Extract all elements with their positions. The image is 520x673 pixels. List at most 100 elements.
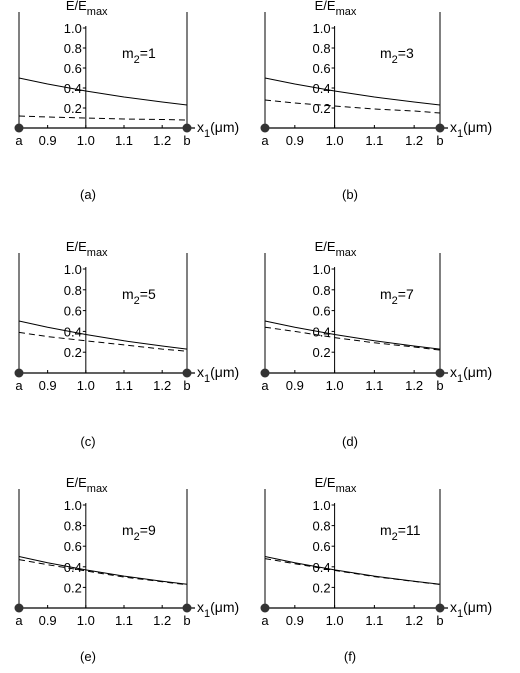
x-axis-title-sub: 1: [457, 373, 463, 385]
panel-label: (d): [342, 434, 358, 449]
x-axis-title: x1(μm): [197, 599, 239, 620]
y-tick-label: 0.6: [313, 61, 331, 76]
panel-b: a b0.9 1.0 1.1 1.20.20.40.60.81.0E/Emaxx1(μm…: [260, 0, 492, 202]
y-tick-label: 0.8: [64, 41, 82, 56]
y-tick-label: 0.6: [64, 304, 82, 319]
endpoint-b-label: b: [436, 378, 443, 393]
mode-annotation: m2=3: [380, 45, 414, 66]
x-tick-label: 1.2: [153, 378, 171, 393]
x-tick-label: 1.0: [77, 613, 95, 628]
y-tick-label: 0.8: [313, 519, 331, 534]
x-axis-title-sub: 1: [204, 373, 210, 385]
mode-annotation-base: m: [122, 522, 134, 538]
x-axis-title-base: x: [197, 599, 204, 615]
mode-annotation-sub: 2: [134, 531, 140, 543]
x-axis-title-sub: 1: [457, 608, 463, 620]
y-axis-title-base: E/E: [315, 0, 336, 13]
y-tick-label: 0.2: [313, 345, 331, 360]
panel-label: (c): [80, 434, 95, 449]
y-tick-label: 1.0: [313, 21, 331, 36]
y-tick-label: 0.2: [64, 345, 82, 360]
solid-field-curve: [18, 77, 188, 106]
dashed-field-curve: [264, 99, 441, 114]
y-axis-title-sub: max: [87, 247, 108, 259]
y-axis-title-sub: max: [87, 6, 108, 18]
x-tick-label: 0.9: [39, 133, 57, 148]
endpoint-a-label: a: [261, 133, 269, 148]
dashed-field-curve: [18, 559, 188, 586]
panel-c: a b0.9 1.0 1.1 1.20.20.40.60.81.0E/Emaxx1(μm…: [14, 239, 239, 449]
y-axis-title-base: E/E: [66, 475, 87, 490]
y-tick-label: 1.0: [64, 21, 82, 36]
x-axis-title-base: x: [197, 119, 204, 135]
y-axis-title: E/Emax: [66, 239, 108, 259]
endpoint-b-dot: [435, 123, 445, 133]
x-tick-label: 0.9: [286, 133, 304, 148]
x-tick-label: 1.1: [365, 613, 383, 628]
endpoint-b-label: b: [183, 133, 190, 148]
x-axis-title-rest: (μm): [210, 599, 239, 615]
x-axis-title-rest: (μm): [463, 599, 492, 615]
panel-label: (b): [342, 187, 358, 202]
x-tick-label: 1.0: [326, 378, 344, 393]
mode-annotation: m2=7: [380, 286, 414, 307]
y-tick-label: 0.2: [313, 580, 331, 595]
endpoint-b-dot: [182, 603, 192, 613]
y-tick-label: 1.0: [313, 498, 331, 513]
x-axis-title-base: x: [450, 599, 457, 615]
y-axis-title-sub: max: [336, 483, 357, 495]
endpoint-b-label: b: [183, 378, 190, 393]
mode-annotation-base: m: [380, 286, 392, 302]
x-tick-label: 1.0: [326, 133, 344, 148]
endpoint-b-label: b: [436, 613, 443, 628]
x-tick-label: 1.2: [153, 613, 171, 628]
y-axis-title-base: E/E: [315, 239, 336, 254]
y-tick-label: 0.8: [313, 283, 331, 298]
mode-annotation-sub: 2: [134, 54, 140, 66]
x-axis-title: x1(μm): [450, 599, 492, 620]
mode-annotation-base: m: [380, 522, 392, 538]
panel-d: a b0.9 1.0 1.1 1.20.20.40.60.81.0E/Emaxx1(μm…: [260, 239, 492, 449]
x-axis-title-sub: 1: [204, 608, 210, 620]
y-axis-title: E/Emax: [315, 475, 357, 495]
solid-field-curve: [264, 556, 441, 585]
x-tick-label: 1.1: [365, 133, 383, 148]
mode-annotation: m2=9: [122, 522, 156, 543]
mode-annotation: m2=11: [380, 522, 421, 543]
endpoint-a-label: a: [15, 613, 23, 628]
x-tick-label: 1.0: [77, 378, 95, 393]
x-axis-title-rest: (μm): [463, 364, 492, 380]
mode-annotation-sub: 2: [134, 295, 140, 307]
x-tick-label: 1.1: [115, 378, 133, 393]
panel-a: a b0.9 1.0 1.1 1.20.20.40.60.81.0E/Emaxx1(μm…: [14, 0, 239, 202]
x-tick-label: 1.2: [405, 133, 423, 148]
x-tick-label: 1.0: [77, 133, 95, 148]
x-axis-title-base: x: [450, 119, 457, 135]
mode-annotation: m2=5: [122, 286, 156, 307]
y-axis-title-sub: max: [336, 247, 357, 259]
x-axis-title: x1(μm): [450, 119, 492, 140]
endpoint-b-label: b: [436, 133, 443, 148]
y-tick-label: 0.8: [313, 41, 331, 56]
y-axis-title: E/Emax: [315, 239, 357, 259]
endpoint-a-label: a: [261, 378, 269, 393]
endpoint-a-dot: [14, 603, 24, 613]
x-axis-title-base: x: [450, 364, 457, 380]
mode-annotation-rest: =9: [140, 522, 156, 538]
y-axis-title-base: E/E: [315, 475, 336, 490]
x-axis-title-rest: (μm): [210, 119, 239, 135]
y-tick-label: 1.0: [313, 262, 331, 277]
panel-label: (a): [80, 187, 96, 202]
solid-field-curve: [264, 320, 441, 350]
y-axis-title: E/Emax: [66, 475, 108, 495]
panel-f: a b0.9 1.0 1.1 1.20.20.40.60.81.0E/Emaxx1(μm…: [260, 475, 492, 664]
y-tick-label: 1.0: [64, 498, 82, 513]
dashed-field-curve: [264, 558, 441, 585]
endpoint-a-dot: [14, 123, 24, 133]
mode-annotation-sub: 2: [392, 531, 398, 543]
mode-annotation-sub: 2: [392, 54, 398, 66]
endpoint-a-label: a: [15, 378, 23, 393]
x-axis-title: x1(μm): [450, 364, 492, 385]
endpoint-b-label: b: [183, 613, 190, 628]
